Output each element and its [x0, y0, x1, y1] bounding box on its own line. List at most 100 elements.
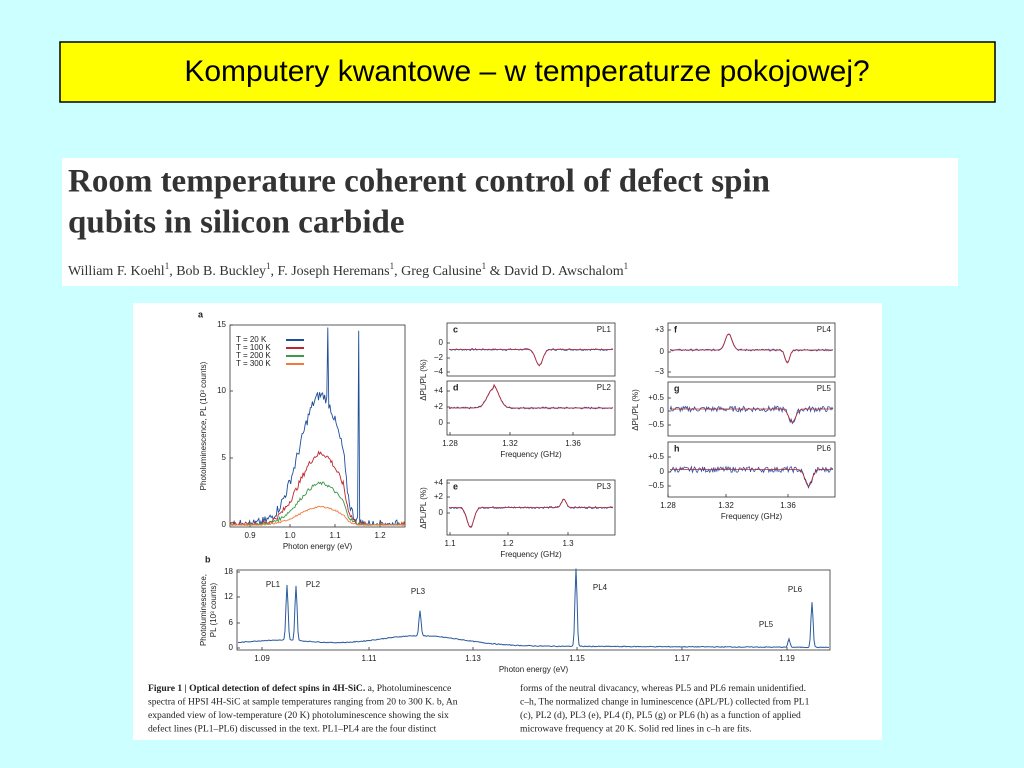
trace	[669, 404, 834, 425]
panel-label: a	[198, 309, 204, 319]
affiliation: 1	[266, 261, 271, 271]
y-tick-label: 0	[439, 508, 444, 517]
x-tick-label: 1.19	[779, 654, 795, 663]
y-tick-label: +0.5	[648, 393, 664, 402]
caption-text: defect lines (PL1–PL6) discussed in the …	[148, 724, 437, 735]
panel-label: e	[453, 481, 458, 491]
title-box	[59, 41, 996, 103]
x-tick-label: 1.36	[780, 501, 796, 510]
legend-label: T = 200 K	[236, 351, 271, 360]
y-tick-label: 18	[224, 567, 233, 576]
x-tick-label: 1.17	[674, 654, 690, 663]
separator: ,	[394, 264, 401, 279]
plot-frame	[667, 381, 836, 437]
y-axis-label: PL (10³ counts)	[209, 582, 218, 637]
x-tick-label: 0.9	[244, 531, 256, 540]
peak-tag: PL6	[817, 444, 832, 453]
y-tick-label: +3	[655, 325, 665, 334]
plot-frame	[446, 380, 616, 436]
panel-label: c	[453, 324, 458, 334]
x-tick-label: 1.0	[284, 531, 296, 540]
x-axis-label: Photon energy (eV)	[499, 665, 569, 674]
y-tick-label: +4	[434, 478, 444, 487]
y-axis-label: ΔPL/PL (%)	[419, 359, 428, 401]
caption-line: c–h, The normalized change in luminescen…	[520, 697, 810, 708]
peak-label: PL2	[306, 580, 321, 589]
separator: ,	[169, 264, 176, 279]
spectrum	[237, 568, 829, 649]
y-tick-label: 0	[439, 418, 444, 427]
panel-label: b	[205, 554, 211, 564]
y-tick-label: +2	[434, 402, 444, 411]
peak-tag: PL3	[597, 482, 612, 491]
caption-line: (c), PL2 (d), PL3 (e), PL4 (f), PL5 (g) …	[520, 710, 801, 721]
y-tick-label: 0	[222, 520, 227, 529]
caption-line: Figure 1 | Optical detection of defect s…	[148, 683, 451, 694]
x-tick-label: 1.28	[442, 439, 458, 448]
y-tick-label: +4	[434, 386, 444, 395]
author-name: Greg Calusine	[401, 264, 481, 279]
fit	[449, 349, 613, 366]
y-tick-label: +2	[434, 492, 444, 501]
y-tick-label: −2	[434, 353, 444, 362]
peak-tag: PL2	[597, 383, 612, 392]
y-tick-label: 15	[217, 320, 226, 329]
y-tick-label: 0	[229, 643, 234, 652]
author-name: David D. Awschalom	[504, 264, 624, 279]
peak-label: PL3	[411, 587, 426, 596]
peak-label: PL5	[759, 620, 774, 629]
fit	[449, 383, 613, 409]
peak-label: PL1	[266, 580, 281, 589]
authors: William F. Koehl1, Bob B. Buckley1, F. J…	[68, 261, 628, 279]
author-name: Bob B. Buckley	[176, 264, 266, 279]
plot-frame	[229, 324, 406, 528]
affiliation: 1	[390, 261, 395, 271]
x-tick-label: 1.32	[502, 439, 518, 448]
x-tick-label: 1.13	[465, 654, 481, 663]
peak-tag: PL4	[817, 325, 832, 334]
fit	[670, 469, 833, 487]
fit	[670, 408, 833, 423]
y-tick-label: 5	[222, 453, 227, 462]
affiliation: 1	[482, 261, 487, 271]
x-tick-label: 1.15	[569, 654, 585, 663]
x-tick-label: 1.2	[374, 531, 386, 540]
spectrum	[229, 505, 405, 526]
fit	[449, 498, 613, 528]
slide-title: Komputery kwantowe – w temperaturze poko…	[184, 55, 869, 88]
plot-frame	[446, 479, 616, 536]
caption-line: forms of the neutral divacancy, whereas …	[520, 683, 806, 694]
x-tick-label: 1.32	[718, 501, 734, 510]
affiliation: 1	[165, 261, 170, 271]
caption-line: spectra of HPSI 4H-SiC at sample tempera…	[148, 697, 458, 708]
x-tick-label: 1.36	[565, 439, 581, 448]
peak-tag: PL1	[597, 325, 612, 334]
y-tick-label: +0.5	[648, 452, 664, 461]
x-tick-label: 1.1	[444, 539, 456, 548]
legend-label: T = 300 K	[236, 359, 271, 368]
y-axis-label: ΔPL/PL (%)	[631, 389, 640, 431]
y-tick-label: 0	[660, 347, 665, 356]
x-tick-label: 1.28	[660, 501, 676, 510]
peak-label: PL6	[788, 585, 803, 594]
figure	[133, 303, 882, 740]
affiliation: 1	[624, 261, 629, 271]
y-tick-label: 0	[439, 338, 444, 347]
x-axis-label: Frequency (GHz)	[500, 550, 562, 559]
caption-line: expanded view of low-temperature (20 K) …	[148, 710, 449, 721]
x-tick-label: 1.1	[329, 531, 341, 540]
separator: ,	[271, 264, 278, 279]
x-axis-label: Photon energy (eV)	[283, 542, 353, 551]
author-name: F. Joseph Heremans	[278, 264, 390, 279]
caption-text: expanded view of low-temperature (20 K) …	[148, 710, 449, 721]
trace	[670, 465, 834, 489]
paper-header	[62, 158, 958, 286]
y-tick-label: −3	[655, 367, 665, 376]
y-tick-label: 0	[660, 406, 665, 415]
x-tick-label: 1.09	[254, 654, 270, 663]
legend-label: T = 20 K	[236, 335, 267, 344]
panel-label: f	[674, 324, 678, 334]
y-axis-label: Photoluminescence, PL (10³ counts)	[199, 361, 208, 490]
x-tick-label: 1.3	[562, 539, 574, 548]
